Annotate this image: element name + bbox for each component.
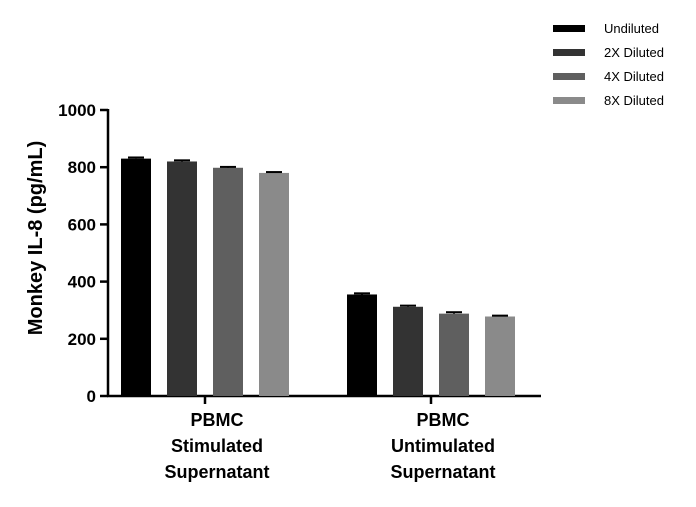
bar [439,313,469,396]
bar [213,167,243,396]
x-category-label: Supernatant [164,462,269,482]
legend-label: 4X Diluted [604,69,664,84]
legend-label: 2X Diluted [604,45,664,60]
y-tick-label: 0 [87,387,96,406]
legend: Undiluted 2X Diluted 4X Diluted 8X Diluted [553,21,664,108]
legend-swatch [553,25,585,32]
legend-label: 8X Diluted [604,93,664,108]
bar [259,172,289,396]
axes: 0 200 400 600 800 1000 PBMC Stimulated Supernata… [58,101,541,482]
y-tick-label: 600 [68,215,96,234]
legend-swatch [553,73,585,80]
legend-label: Undiluted [604,21,659,36]
bar [485,316,515,396]
x-category-label: Untimulated [391,436,495,456]
x-category-label: Stimulated [171,436,263,456]
y-tick-label: 200 [68,330,96,349]
y-tick-label: 400 [68,273,96,292]
bar [347,294,377,396]
bars [121,156,515,396]
y-axis-title: Monkey IL-8 (pg/mL) [25,141,47,335]
x-category-label: PBMC [191,410,244,430]
x-category-label: PBMC [417,410,470,430]
bar [393,306,423,396]
y-tick-label: 800 [68,158,96,177]
bar [121,158,151,396]
x-category-label: Supernatant [390,462,495,482]
y-tick-label: 1000 [58,101,96,120]
legend-swatch [553,97,585,104]
bar [167,161,197,396]
legend-swatch [553,49,585,56]
